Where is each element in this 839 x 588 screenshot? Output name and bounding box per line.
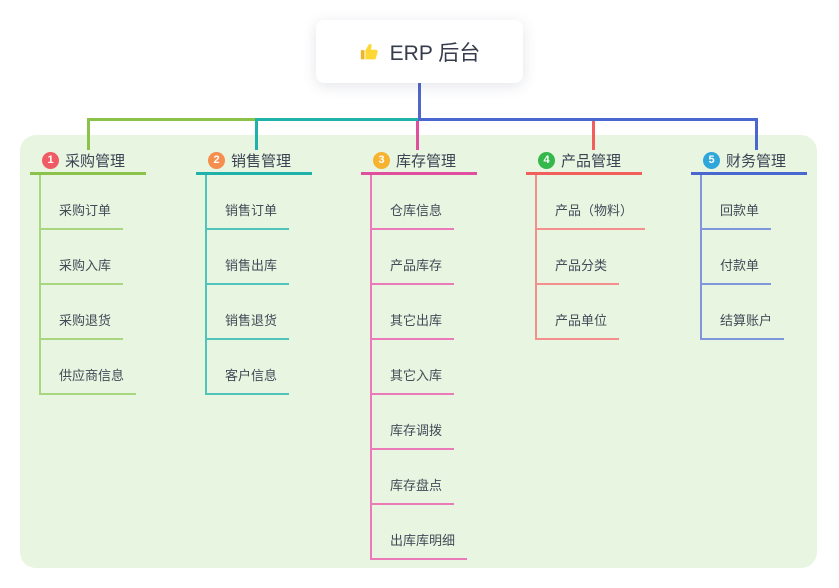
branch-number-badge: 4 — [538, 152, 555, 169]
connector-bus-purchase — [87, 118, 257, 121]
mindmap-node[interactable]: 库存盘点 — [372, 450, 477, 505]
branch-number-badge: 1 — [42, 152, 59, 169]
mindmap-node[interactable]: 供应商信息 — [41, 340, 146, 395]
branch-label: 库存管理 — [396, 153, 457, 170]
branch-items: 仓库信息 产品库存 其它出库 其它入库 库存调拨 库存盘点 出库库明细 — [370, 175, 477, 560]
mindmap-node[interactable]: 采购入库 — [41, 230, 146, 285]
branch-number-badge: 2 — [208, 152, 225, 169]
mindmap-node[interactable]: 采购订单 — [41, 175, 146, 230]
branch-purchase: 1 采购管理 采购订单 采购入库 采购退货 供应商信息 — [30, 149, 146, 395]
connector-drop-purchase — [87, 118, 90, 150]
mindmap-node[interactable]: 产品库存 — [372, 230, 477, 285]
branch-label: 产品管理 — [561, 153, 622, 170]
mindmap-node[interactable]: 产品单位 — [537, 285, 642, 340]
mindmap-node[interactable]: 出库库明细 — [372, 505, 477, 560]
mindmap-node[interactable]: 产品（物料） — [537, 175, 646, 230]
mindmap-node[interactable]: 其它入库 — [372, 340, 477, 395]
mindmap-node[interactable]: 结算账户 — [702, 285, 807, 340]
branch-inventory: 3 库存管理 仓库信息 产品库存 其它出库 其它入库 库存调拨 库存盘点 出库库… — [361, 149, 477, 560]
branch-sales: 2 销售管理 销售订单 销售出库 销售退货 客户信息 — [196, 149, 312, 395]
connector-drop-product — [592, 121, 595, 150]
branch-label: 采购管理 — [65, 153, 126, 170]
root-label: ERP 后台 — [389, 41, 481, 65]
mindmap-node[interactable]: 销售退货 — [207, 285, 312, 340]
branch-header-product[interactable]: 4 产品管理 — [526, 149, 642, 175]
mindmap-node[interactable]: 其它出库 — [372, 285, 477, 340]
mindmap-node[interactable]: 客户信息 — [207, 340, 312, 395]
mindmap-node[interactable]: 仓库信息 — [372, 175, 477, 230]
mindmap-node[interactable]: 产品分类 — [537, 230, 642, 285]
connector-drop-inventory — [416, 121, 419, 150]
branch-header-sales[interactable]: 2 销售管理 — [196, 149, 312, 175]
branch-items: 销售订单 销售出库 销售退货 客户信息 — [205, 175, 312, 395]
thumbs-up-icon — [359, 41, 381, 63]
branch-label: 财务管理 — [726, 153, 787, 170]
connector-drop-sales — [255, 118, 258, 150]
mindmap-node[interactable]: 库存调拨 — [372, 395, 477, 450]
branch-number-badge: 3 — [373, 152, 390, 169]
branch-items: 回款单 付款单 结算账户 — [700, 175, 807, 340]
branch-header-purchase[interactable]: 1 采购管理 — [30, 149, 146, 175]
mindmap-node[interactable]: 采购退货 — [41, 285, 146, 340]
connector-drop-finance — [755, 118, 758, 150]
branch-label: 销售管理 — [231, 153, 292, 170]
connector-trunk — [418, 83, 421, 121]
branch-number-badge: 5 — [703, 152, 720, 169]
branch-items: 产品（物料） 产品分类 产品单位 — [535, 175, 646, 340]
branches-panel — [20, 135, 817, 568]
branch-header-finance[interactable]: 5 财务管理 — [691, 149, 807, 175]
mindmap-node[interactable]: 回款单 — [702, 175, 807, 230]
branch-product: 4 产品管理 产品（物料） 产品分类 产品单位 — [526, 149, 646, 340]
connector-bus-finance — [421, 118, 758, 121]
root-node[interactable]: ERP 后台 — [316, 20, 523, 83]
mindmap-node[interactable]: 付款单 — [702, 230, 807, 285]
connector-bus-sales — [255, 118, 418, 121]
mindmap-node[interactable]: 销售出库 — [207, 230, 312, 285]
mindmap-node[interactable]: 销售订单 — [207, 175, 312, 230]
branch-finance: 5 财务管理 回款单 付款单 结算账户 — [691, 149, 807, 340]
branch-header-inventory[interactable]: 3 库存管理 — [361, 149, 477, 175]
branch-items: 采购订单 采购入库 采购退货 供应商信息 — [39, 175, 146, 395]
